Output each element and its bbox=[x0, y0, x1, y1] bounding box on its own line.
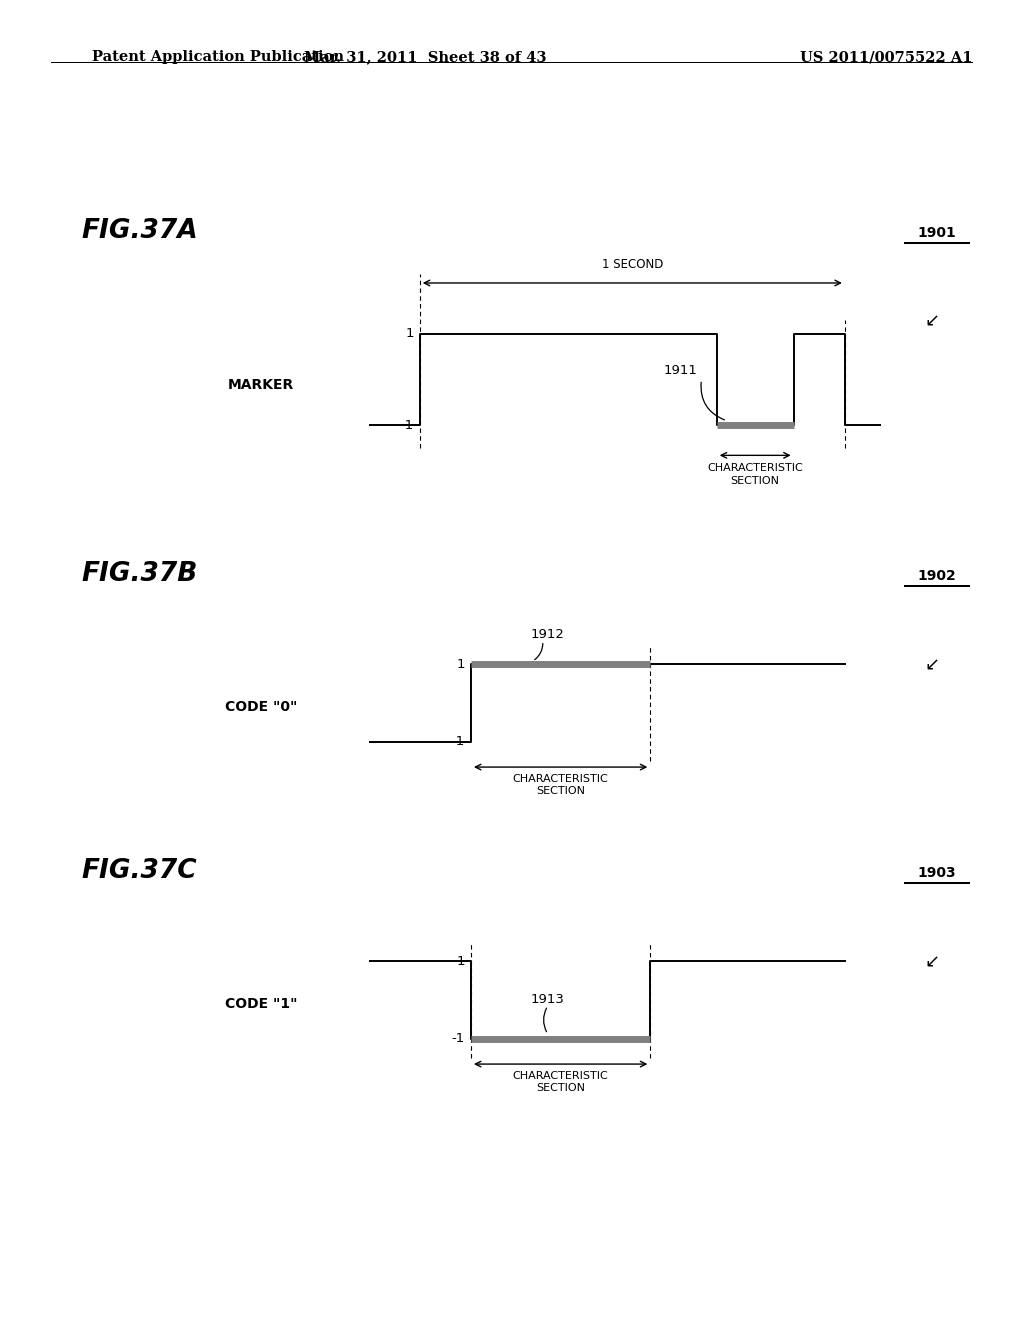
Text: FIG.37B: FIG.37B bbox=[82, 561, 199, 587]
Text: 1: 1 bbox=[457, 954, 465, 968]
Text: ↙: ↙ bbox=[925, 313, 939, 331]
Text: ↙: ↙ bbox=[925, 656, 939, 675]
Text: CHARACTERISTIC
SECTION: CHARACTERISTIC SECTION bbox=[708, 463, 803, 486]
Text: Mar. 31, 2011  Sheet 38 of 43: Mar. 31, 2011 Sheet 38 of 43 bbox=[304, 50, 546, 65]
Text: -1: -1 bbox=[400, 418, 414, 432]
Text: ↙: ↙ bbox=[925, 953, 939, 972]
Text: FIG.37C: FIG.37C bbox=[82, 858, 198, 884]
Text: 1913: 1913 bbox=[530, 994, 565, 1006]
Text: 1: 1 bbox=[406, 327, 414, 341]
Text: 1912: 1912 bbox=[530, 628, 565, 642]
Text: 1911: 1911 bbox=[664, 364, 698, 376]
Text: CHARACTERISTIC
SECTION: CHARACTERISTIC SECTION bbox=[513, 1071, 608, 1093]
Text: CHARACTERISTIC
SECTION: CHARACTERISTIC SECTION bbox=[513, 774, 608, 796]
Text: 1 SECOND: 1 SECOND bbox=[602, 259, 663, 272]
Text: -1: -1 bbox=[452, 735, 465, 748]
Text: MARKER: MARKER bbox=[228, 378, 294, 392]
Text: 1903: 1903 bbox=[918, 866, 956, 880]
Text: -1: -1 bbox=[452, 1032, 465, 1045]
Text: 1902: 1902 bbox=[918, 569, 956, 583]
Text: US 2011/0075522 A1: US 2011/0075522 A1 bbox=[800, 50, 972, 65]
Text: CODE "0": CODE "0" bbox=[225, 700, 297, 714]
Text: FIG.37A: FIG.37A bbox=[82, 218, 199, 244]
Text: 1901: 1901 bbox=[918, 226, 956, 240]
Text: Patent Application Publication: Patent Application Publication bbox=[92, 50, 344, 65]
Text: CODE "1": CODE "1" bbox=[225, 997, 297, 1011]
Text: 1: 1 bbox=[457, 657, 465, 671]
